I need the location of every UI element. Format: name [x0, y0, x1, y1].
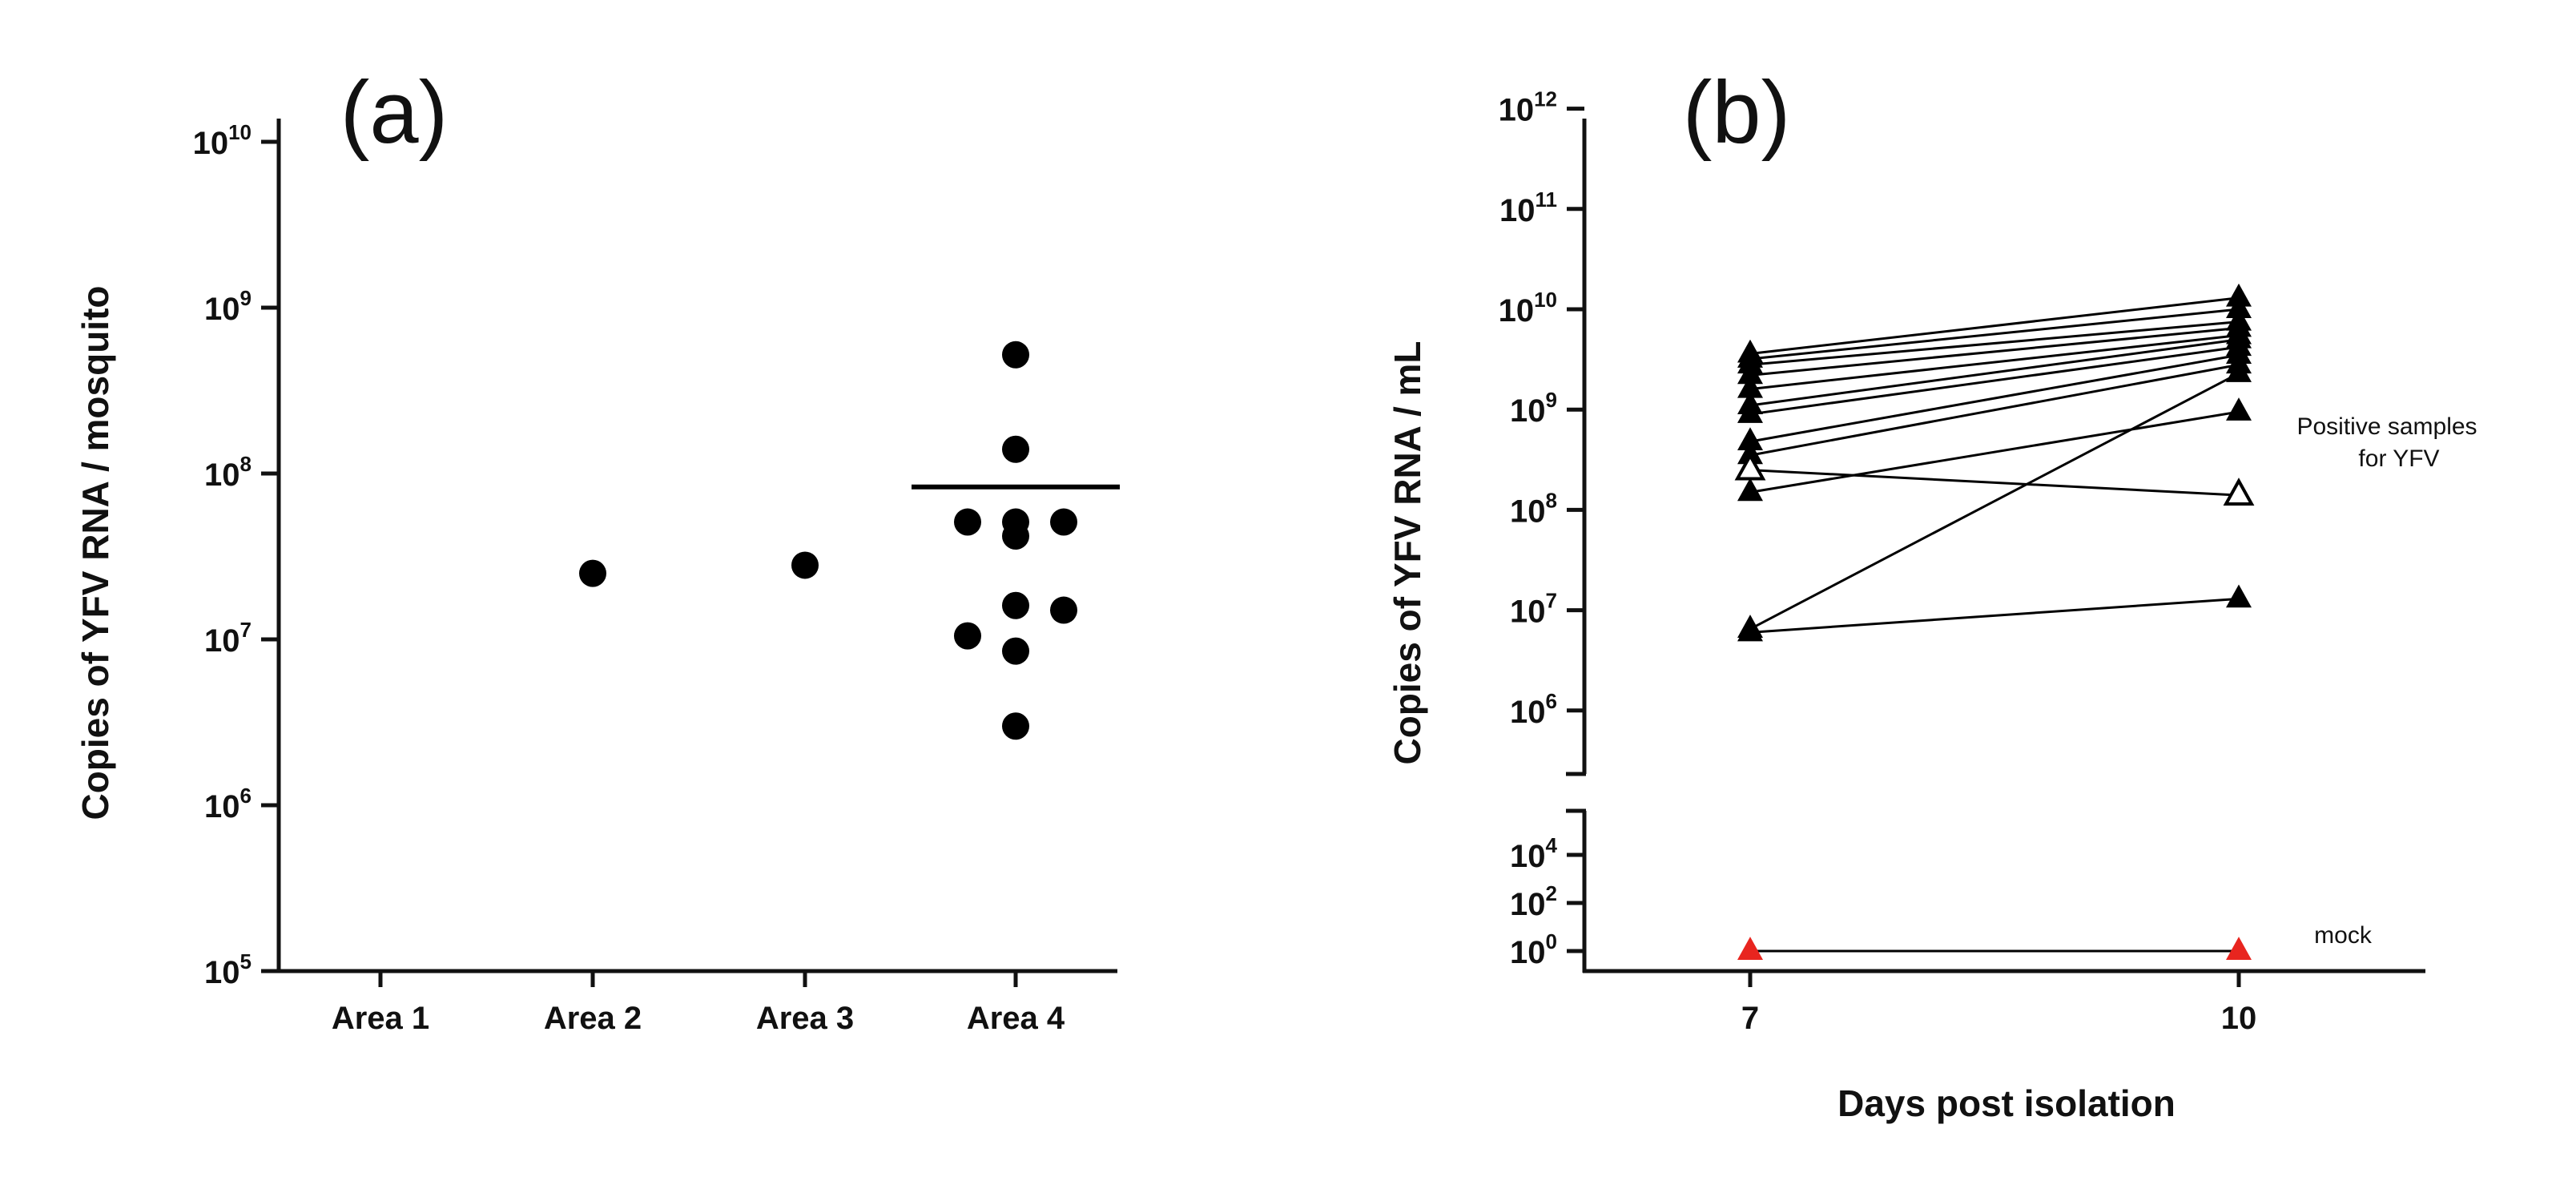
panel-b-data-marker [2226, 397, 2252, 421]
panel-b-series-line [1749, 353, 2240, 443]
panel-b-data-marker [1737, 478, 1763, 502]
panel-b-series-line [1749, 334, 2240, 391]
positive-samples-annotation-line2: for YFV [2358, 445, 2439, 472]
panel-a-data-point [1050, 596, 1077, 624]
panel-b-series-line [1749, 308, 2240, 361]
panel-a-points [579, 341, 1077, 740]
panel-a-x-tick-label: Area 2 [544, 1001, 642, 1036]
panel-a-y-tick-label: 106 [204, 784, 252, 824]
panel-b-data-marker [1737, 618, 1763, 642]
panel-a-data-point [1002, 341, 1029, 369]
panel-b-y-tick-label: 108 [1510, 488, 1557, 529]
panel-a-data-point [1002, 591, 1029, 619]
panel-b-series-lines [1749, 296, 2240, 953]
panel-a-y-ticks: 105 106 107 108 109 1010 [193, 120, 279, 990]
panel-b-y-tick-label: 104 [1510, 833, 1558, 874]
panel-b-y-tick-label: 109 [1510, 388, 1557, 429]
panel-b-data-marker [2226, 584, 2252, 608]
panel-a-y-axis-label: Copies of YFV RNA / mosquito [74, 285, 116, 820]
panel-a-y-tick-label: 109 [204, 286, 252, 327]
panel-b-data-marker [1737, 374, 1763, 398]
panel-b-data-marker [1737, 361, 1763, 385]
panel-b-series-line [1749, 372, 2240, 631]
panel-b-y-tick-label: 1010 [1499, 288, 1557, 328]
panel-b-letter: (b) [1683, 63, 1790, 162]
panel-b-series-line [1749, 410, 2240, 494]
panel-b-series-line [1749, 363, 2240, 457]
panel-a-y-tick-label: 108 [204, 452, 252, 493]
positive-samples-annotation-line1: Positive samples [2296, 413, 2477, 440]
panel-a-data-point [1002, 522, 1029, 550]
panel-b-y-tick-label: 1011 [1499, 187, 1557, 228]
panel-b-y-tick-label: 102 [1510, 881, 1557, 922]
panel-a-y-tick-label: 105 [204, 949, 252, 990]
panel-b-series-line [1749, 338, 2240, 407]
panel-b-data-marker [1737, 427, 1763, 451]
panel-b-y-axis-label: Copies of YFV RNA / mL [1387, 341, 1428, 764]
panel-b-x-axis-label: Days post isolation [1837, 1082, 2176, 1124]
mock-annotation: mock [2314, 922, 2373, 949]
panel-a-data-point [1002, 712, 1029, 740]
panel-b-y-tick-label: 107 [1510, 589, 1557, 630]
panel-b-mock-marker [2226, 937, 2252, 960]
panel-b-axes [1566, 119, 2425, 973]
panel-a-letter: (a) [340, 63, 448, 162]
panel-b-series-line [1749, 326, 2240, 377]
panel-a-axes [276, 119, 1117, 973]
panel-a-data-point [579, 559, 606, 587]
panel-b-data-marker [2226, 295, 2252, 318]
panel-a-x-ticks: Area 1 Area 2 Area 3 Area 4 [332, 971, 1065, 1036]
panel-a-data-point [954, 508, 981, 536]
panel-a-data-point [954, 622, 981, 650]
panel-b-y-tick-label: 1012 [1499, 87, 1557, 128]
panel-a-y-tick-label: 107 [204, 618, 252, 659]
panel-b-series-markers [1734, 283, 2255, 960]
panel-b-x-tick-label: 7 [1741, 1001, 1759, 1036]
panel-a-data-point [1002, 637, 1029, 665]
panel-b-y-ticks: 106 107 108 109 1010 1011 1012 100 102 104 [1499, 87, 1584, 970]
panel-a-data-point [1050, 508, 1077, 536]
panel-b-x-tick-label: 10 [2221, 1001, 2257, 1036]
panel-b-data-marker [2223, 478, 2255, 506]
panel-b-series-line [1749, 320, 2240, 366]
panel-a-y-tick-label: 1010 [193, 120, 252, 161]
panel-b-chart: (b) 106 107 108 109 1010 1011 1012 100 102 104 7 1… [1387, 63, 2477, 1124]
panel-b-y-tick-label: 106 [1510, 689, 1557, 730]
panel-b-y-tick-label: 100 [1510, 929, 1557, 970]
panel-a-data-point [1002, 435, 1029, 463]
panel-a-data-point [791, 551, 819, 579]
panel-a-x-tick-label: Area 3 [756, 1001, 854, 1036]
panel-a-x-tick-label: Area 4 [967, 1001, 1065, 1036]
panel-b-x-ticks: 7 10 [1741, 971, 2256, 1036]
panel-b-series-line [1749, 345, 2240, 416]
panel-b-data-marker [1737, 400, 1763, 423]
panel-a-x-tick-label: Area 1 [332, 1001, 429, 1036]
panel-b-series-line [1749, 296, 2240, 356]
panel-b-data-marker [2226, 359, 2252, 382]
panel-b-series-line [1749, 597, 2240, 634]
panel-b-series-line [1749, 469, 2240, 497]
panel-b-mock-marker [1737, 937, 1763, 960]
